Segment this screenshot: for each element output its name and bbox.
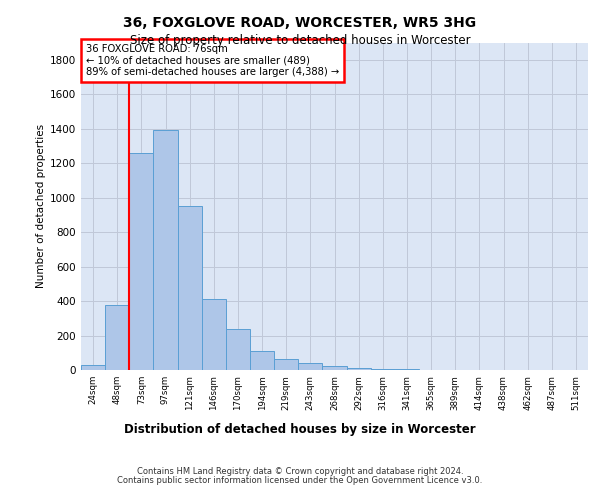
Text: Size of property relative to detached houses in Worcester: Size of property relative to detached ho… — [130, 34, 470, 47]
Bar — [178, 206, 202, 370]
Bar — [347, 368, 371, 370]
Text: 36 FOXGLOVE ROAD: 76sqm
← 10% of detached houses are smaller (489)
89% of semi-d: 36 FOXGLOVE ROAD: 76sqm ← 10% of detache… — [86, 44, 340, 78]
Bar — [105, 304, 129, 370]
Bar — [250, 351, 274, 370]
Text: Distribution of detached houses by size in Worcester: Distribution of detached houses by size … — [124, 423, 476, 436]
Bar — [129, 153, 154, 370]
Bar — [274, 359, 298, 370]
Bar — [371, 369, 395, 370]
Bar — [322, 366, 347, 370]
Text: 36, FOXGLOVE ROAD, WORCESTER, WR5 3HG: 36, FOXGLOVE ROAD, WORCESTER, WR5 3HG — [124, 16, 476, 30]
Text: Contains public sector information licensed under the Open Government Licence v3: Contains public sector information licen… — [118, 476, 482, 485]
Bar — [202, 300, 226, 370]
Bar — [226, 328, 250, 370]
Bar — [298, 364, 322, 370]
Text: Contains HM Land Registry data © Crown copyright and database right 2024.: Contains HM Land Registry data © Crown c… — [137, 467, 463, 476]
Bar — [81, 365, 105, 370]
Y-axis label: Number of detached properties: Number of detached properties — [36, 124, 46, 288]
Bar — [154, 130, 178, 370]
